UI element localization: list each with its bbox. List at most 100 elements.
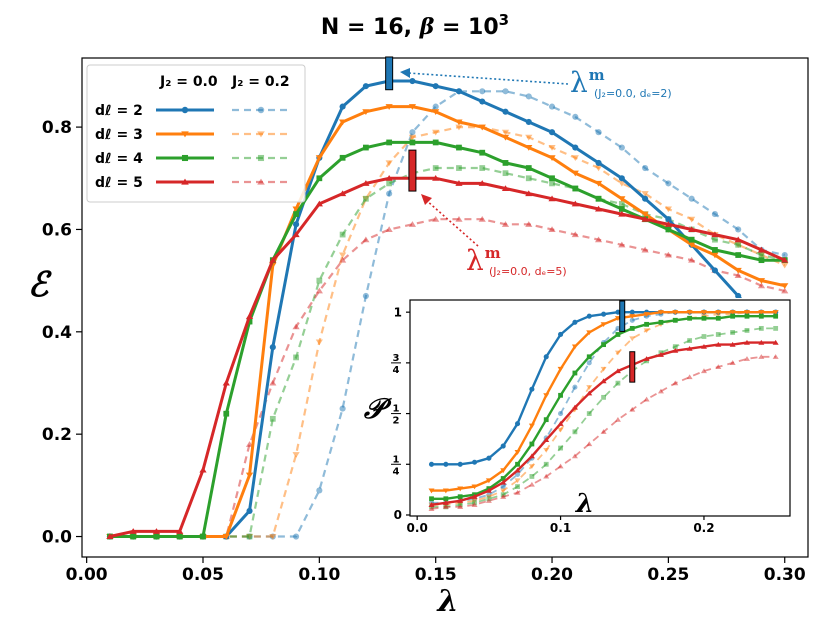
inset-data-point <box>485 478 492 484</box>
inset-data-point <box>672 380 679 386</box>
inset-data-point <box>442 500 449 505</box>
inset-y-tick-label: 0 <box>394 508 402 522</box>
main-data-point <box>408 104 417 110</box>
main-data-point <box>712 236 718 243</box>
main-data-point <box>664 251 672 258</box>
inset-data-point <box>443 461 449 467</box>
main-data-point <box>456 165 462 171</box>
inset-data-point <box>715 310 722 315</box>
main-data-point <box>502 88 509 95</box>
main-data-point <box>246 507 253 514</box>
inset-data-point <box>471 494 478 499</box>
inset-data-point <box>543 354 549 360</box>
legend-sample-marker-dashed <box>257 154 265 162</box>
inset-data-point <box>528 481 535 487</box>
inset-data-point <box>442 488 449 494</box>
main-data-point <box>571 231 579 238</box>
main-data-point <box>735 226 742 233</box>
inset-series-j00-d3 <box>428 310 779 494</box>
inset-data-point <box>485 498 492 503</box>
main-data-point <box>316 487 323 494</box>
main-data-point <box>153 533 160 540</box>
svg-text:1: 1 <box>393 404 400 415</box>
main-data-point <box>502 108 509 115</box>
inset-data-point <box>543 417 549 423</box>
annotation-blue-text: λm (J₂=0.0, dₑ=2) <box>570 66 672 100</box>
main-x-tick-label: 0.00 <box>66 565 108 585</box>
inset-data-point <box>572 319 578 325</box>
inset-data-point <box>614 368 621 374</box>
main-data-point <box>269 379 277 386</box>
annotation-blue-arrowhead <box>400 68 410 78</box>
inset-data-point <box>457 486 464 492</box>
main-data-point <box>152 528 161 534</box>
main-data-point <box>432 165 439 171</box>
main-y-tick-label: 0.6 <box>42 220 72 240</box>
main-x-tick-label: 0.10 <box>298 565 340 585</box>
svg-text:1: 1 <box>393 454 400 465</box>
legend-sample-marker-dashed <box>257 131 265 138</box>
inset-x-tick-label: 0.2 <box>693 521 714 535</box>
main-data-point <box>548 145 556 151</box>
main-data-point <box>478 215 486 222</box>
legend-label-d4: dℓ = 4 <box>95 151 143 167</box>
main-data-point <box>478 124 486 131</box>
main-data-point <box>339 190 347 197</box>
inset-background <box>403 298 794 518</box>
inset-data-point <box>514 489 521 495</box>
main-data-point <box>757 246 766 253</box>
main-data-point <box>501 134 510 141</box>
inset-data-point <box>715 364 722 370</box>
inset-data-point <box>485 487 492 493</box>
inset-data-point <box>772 310 779 315</box>
legend: J₂ = 0.0 J₂ = 0.2 dℓ = 2 dℓ = 3 dℓ = 4 d… <box>86 64 306 203</box>
main-data-point <box>269 256 277 263</box>
inset-x-tick-label: 0.0 <box>407 521 428 535</box>
inset-data-point <box>615 380 621 386</box>
main-data-point <box>781 256 789 263</box>
main-data-point <box>757 278 766 284</box>
main-data-point <box>408 134 417 141</box>
inset-data-point <box>701 334 707 339</box>
main-data-point <box>641 215 649 222</box>
main-y-tick-label: 0.2 <box>42 425 72 445</box>
main-data-point <box>734 267 742 274</box>
main-lambda-m-marker-d2 <box>385 56 394 91</box>
main-data-point <box>432 215 440 222</box>
main-x-tick-label: 0.05 <box>182 565 224 585</box>
inset-data-point <box>428 461 435 467</box>
legend-sample-marker-dashed <box>257 106 265 114</box>
inset-data-point <box>615 309 621 315</box>
inset-data-point <box>601 394 606 400</box>
main-data-point <box>385 226 393 232</box>
main-data-point <box>735 252 742 258</box>
main-data-point <box>594 236 603 243</box>
inset-data-point <box>729 341 736 347</box>
main-data-point <box>618 210 626 217</box>
main-data-point <box>641 191 649 197</box>
inset-data-point <box>471 502 478 507</box>
inset-data-point <box>758 325 764 331</box>
inset-data-point <box>758 310 765 315</box>
main-data-point <box>618 206 625 212</box>
main-data-point <box>409 129 416 136</box>
inset-data-point <box>701 315 707 321</box>
inset-data-point <box>629 325 635 331</box>
inset-y-tick-label: 1 <box>394 305 402 319</box>
main-data-point <box>781 251 788 259</box>
inset-data-point <box>629 406 636 412</box>
inset-data-point <box>557 463 564 469</box>
inset-data-point <box>686 310 693 315</box>
main-series-j00-d5 <box>106 175 789 540</box>
inset-data-point <box>558 445 563 451</box>
annotation-blue-arrow <box>407 72 569 85</box>
main-data-point <box>176 533 183 540</box>
main-data-point <box>525 190 533 197</box>
inset-data-point <box>600 366 607 372</box>
inset-y-tick-label: 34 <box>391 353 401 376</box>
inset-data-point <box>773 325 779 331</box>
main-data-point <box>664 206 672 213</box>
main-data-point <box>130 533 137 540</box>
main-x-tick-label: 0.25 <box>647 565 689 585</box>
